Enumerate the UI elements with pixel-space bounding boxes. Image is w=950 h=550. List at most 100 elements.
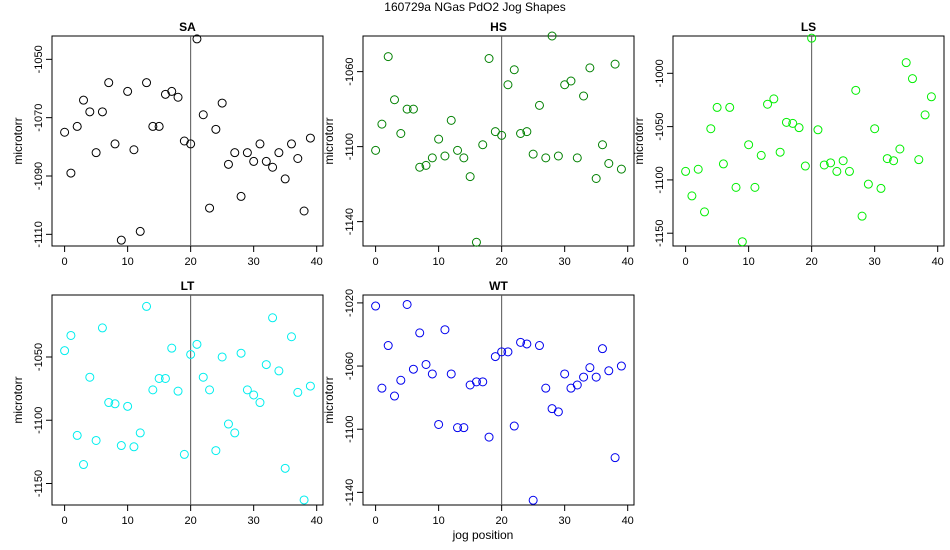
data-point bbox=[135, 226, 145, 236]
x-tick-label: 0 bbox=[373, 256, 379, 268]
data-point bbox=[268, 162, 278, 172]
x-tick-label: 10 bbox=[743, 256, 755, 268]
data-point bbox=[553, 407, 563, 417]
panel-title: LS bbox=[801, 20, 816, 34]
panel-sa: SA 0 10 20 30 40 -1050 -1070 -1090 -1110 microtorr bbox=[11, 20, 324, 268]
data-point bbox=[66, 330, 76, 340]
y-tick-label: -1100 bbox=[33, 407, 45, 434]
data-point bbox=[242, 148, 252, 158]
data-point bbox=[255, 139, 265, 149]
data-point bbox=[788, 118, 798, 128]
data-point bbox=[160, 373, 170, 383]
x-tick-label: 10 bbox=[122, 515, 134, 527]
data-point bbox=[79, 460, 89, 470]
data-point bbox=[920, 110, 930, 120]
data-point bbox=[616, 164, 626, 174]
data-point bbox=[85, 107, 95, 117]
data-point bbox=[198, 110, 208, 120]
data-point bbox=[585, 363, 595, 373]
data-point bbox=[205, 385, 215, 395]
data-point bbox=[274, 366, 284, 376]
data-point bbox=[876, 183, 886, 193]
x-tick-label: 30 bbox=[869, 256, 881, 268]
data-point bbox=[484, 432, 494, 442]
data-point bbox=[528, 149, 538, 159]
data-point bbox=[142, 301, 152, 311]
data-point bbox=[377, 119, 387, 129]
y-tick-label: -1140 bbox=[344, 479, 356, 506]
data-point bbox=[763, 99, 773, 109]
data-point bbox=[390, 95, 400, 105]
panel-title: LT bbox=[181, 279, 195, 293]
y-axis-label: microtorr bbox=[632, 117, 646, 164]
data-point bbox=[826, 158, 836, 168]
data-point bbox=[390, 391, 400, 401]
data-point bbox=[396, 129, 406, 138]
data-point bbox=[205, 203, 215, 213]
data-point bbox=[490, 352, 500, 362]
data-point bbox=[756, 150, 766, 160]
y-tick-label: -1060 bbox=[344, 352, 356, 380]
x-tick-label: 10 bbox=[433, 515, 445, 527]
panel-hs: HS 0 10 20 30 40 -1060 -1100 -1140 microtorr bbox=[322, 20, 635, 268]
plot-frame bbox=[51, 35, 324, 247]
data-point bbox=[750, 182, 760, 192]
data-point bbox=[173, 92, 183, 102]
data-point bbox=[129, 442, 139, 452]
y-tick-label: -1140 bbox=[344, 208, 356, 235]
data-point bbox=[211, 446, 221, 456]
data-point bbox=[832, 166, 842, 176]
panel-title: SA bbox=[179, 20, 196, 34]
y-tick-label: -1100 bbox=[344, 133, 356, 160]
data-point bbox=[446, 369, 456, 379]
data-point bbox=[198, 372, 208, 382]
data-point bbox=[516, 337, 526, 347]
figure-xlabel: jog position bbox=[452, 528, 514, 542]
data-point bbox=[566, 76, 576, 86]
data-point bbox=[192, 34, 202, 44]
x-tick-label: 40 bbox=[622, 256, 634, 268]
panel-wt: WT 0 10 20 30 40 -1020 -1060 -1100 -1140 microtorr bbox=[322, 279, 635, 527]
data-point bbox=[744, 140, 754, 150]
x-tick-label: 20 bbox=[496, 515, 508, 527]
x-tick-label: 0 bbox=[62, 515, 68, 527]
data-point bbox=[123, 86, 133, 96]
data-point bbox=[249, 390, 259, 400]
data-point bbox=[585, 63, 595, 73]
data-point bbox=[135, 428, 145, 438]
data-point bbox=[889, 156, 899, 166]
data-point bbox=[236, 348, 246, 358]
data-point bbox=[242, 385, 252, 395]
data-point bbox=[434, 419, 444, 429]
data-point bbox=[579, 372, 589, 382]
data-point bbox=[421, 160, 431, 170]
y-tick-label: -1060 bbox=[344, 58, 356, 86]
data-point bbox=[186, 139, 196, 149]
data-point bbox=[807, 33, 817, 43]
data-point bbox=[427, 153, 437, 163]
data-point bbox=[274, 148, 284, 158]
data-point bbox=[110, 399, 120, 409]
data-point bbox=[129, 145, 139, 155]
data-point bbox=[591, 372, 601, 382]
data-point bbox=[725, 102, 735, 112]
data-point bbox=[800, 161, 810, 171]
plot-frame bbox=[362, 35, 635, 247]
x-tick-label: 0 bbox=[62, 256, 68, 268]
y-tick-label: -1150 bbox=[33, 470, 45, 497]
data-point bbox=[104, 398, 114, 408]
data-point bbox=[415, 162, 425, 172]
data-point bbox=[591, 174, 601, 183]
x-tick-label: 30 bbox=[559, 256, 571, 268]
data-point bbox=[693, 164, 703, 174]
data-point bbox=[522, 127, 532, 137]
data-point bbox=[280, 463, 290, 473]
data-point bbox=[819, 160, 829, 170]
y-axis-label: microtorr bbox=[11, 376, 25, 423]
data-point bbox=[305, 133, 315, 143]
data-point bbox=[268, 313, 278, 323]
plot-frame bbox=[362, 294, 635, 506]
data-point bbox=[534, 341, 544, 351]
data-point bbox=[844, 166, 854, 176]
data-point bbox=[299, 206, 309, 216]
